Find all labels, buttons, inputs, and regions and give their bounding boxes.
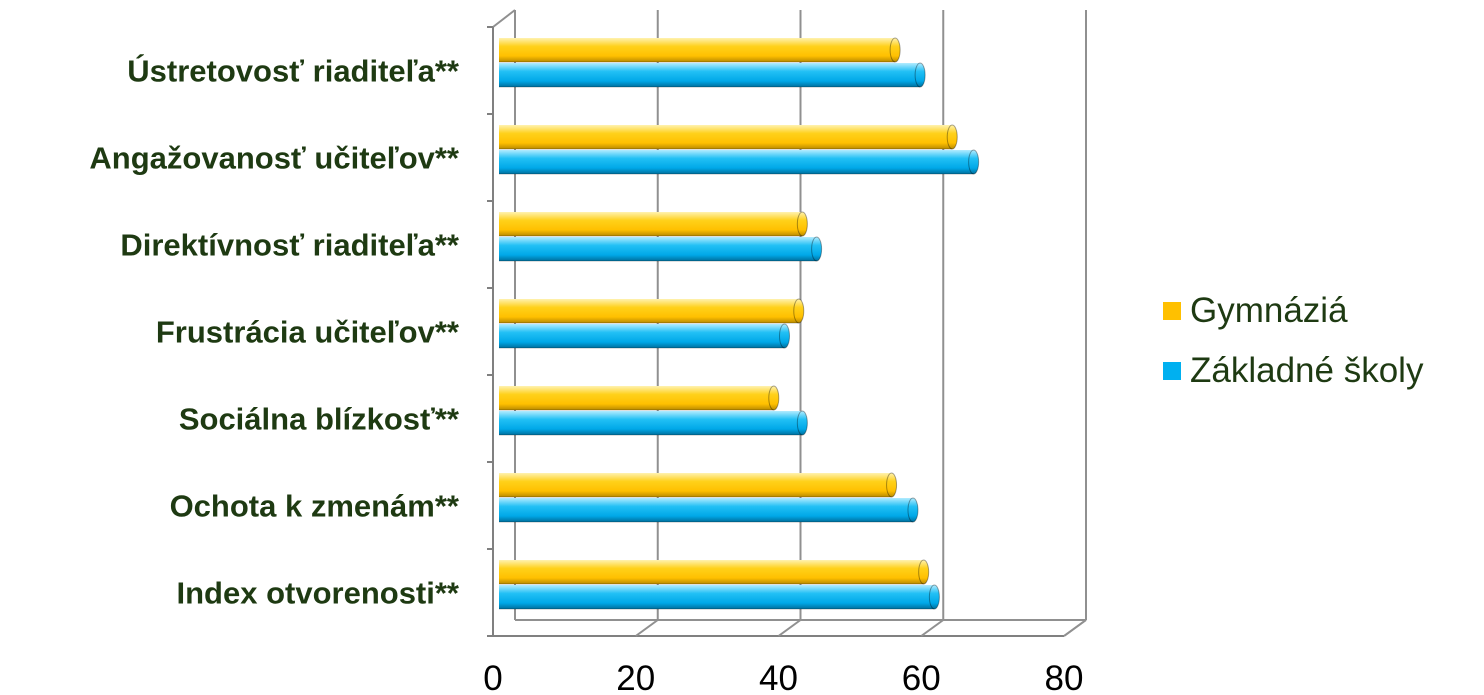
back-wall-top-edge	[492, 9, 516, 28]
legend-label: Základné školy	[1190, 351, 1424, 390]
bar	[499, 62, 926, 88]
legend-swatch	[1163, 302, 1181, 320]
bar	[499, 385, 780, 411]
x-tick-label: 0	[483, 659, 502, 695]
legend-item: Základné školy	[1163, 351, 1424, 390]
bar	[499, 559, 930, 585]
floor-gridline	[777, 619, 802, 637]
x-tick-label: 60	[902, 659, 941, 695]
x-tick-label: 80	[1045, 659, 1084, 695]
x-tick-label: 40	[759, 659, 798, 695]
floor-gridline	[635, 619, 659, 637]
floor-gridline	[920, 619, 944, 637]
category-label: Ústretovosť riaditeľa**	[127, 53, 460, 89]
legend: Gymnáziá Základné školy	[1163, 291, 1424, 390]
bar	[499, 211, 808, 237]
bar	[499, 323, 790, 349]
bar	[499, 410, 808, 436]
category-label: Angažovanosť učiteľov**	[89, 141, 460, 176]
bar	[499, 149, 980, 175]
bar	[499, 472, 898, 498]
bar	[499, 236, 823, 262]
bar	[499, 298, 805, 324]
category-label: Direktívnosť riaditeľa**	[120, 228, 460, 263]
bar	[499, 584, 940, 610]
category-labels: Ústretovosť riaditeľa** Angažovanosť učit…	[89, 53, 460, 611]
category-label: Index otvorenosti**	[177, 576, 460, 611]
bar	[499, 37, 901, 63]
category-tick-marks	[487, 26, 493, 637]
bar	[499, 124, 958, 150]
x-tick-label: 20	[616, 659, 655, 695]
bar	[499, 497, 919, 523]
category-label: Frustrácia učiteľov**	[156, 315, 460, 350]
category-label: Sociálna blízkosť**	[179, 402, 460, 437]
legend-swatch	[1163, 362, 1181, 380]
legend-item: Gymnáziá	[1163, 291, 1348, 330]
floor-gridline	[1063, 619, 1087, 637]
category-label: Ochota k zmenám**	[170, 489, 460, 524]
x-tick-labels: 0 20 40 60 80	[483, 659, 1083, 695]
legend-label: Gymnáziá	[1190, 291, 1348, 330]
bars	[499, 37, 980, 610]
